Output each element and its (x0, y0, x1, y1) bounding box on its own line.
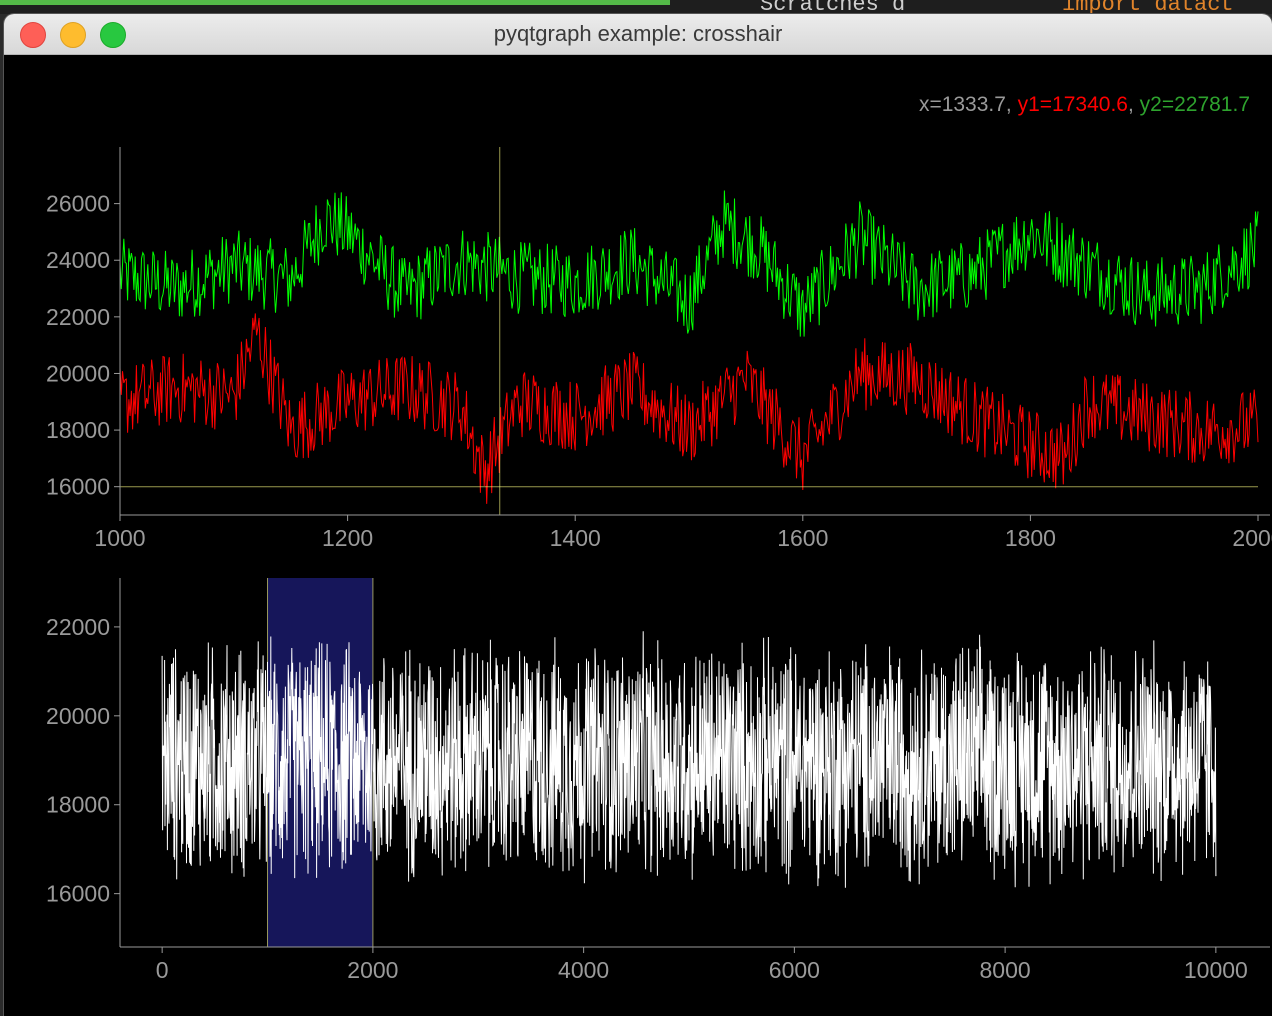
background-progress-bar (0, 0, 670, 5)
x-tick-label-1-5: 10000 (1184, 957, 1248, 983)
x-tick-label-1-0: 0 (156, 957, 169, 983)
x-tick-label-1-3: 6000 (769, 957, 820, 983)
app-window: pyqtgraph example: crosshair 1000 1200 140… (4, 14, 1272, 1016)
y-tick-label-0-4: 24000 (46, 247, 110, 273)
x-tick-label-1-4: 8000 (980, 957, 1031, 983)
title-bar[interactable]: pyqtgraph example: crosshair (4, 14, 1272, 55)
y-tick-label-0-5: 26000 (46, 191, 110, 217)
plot-area[interactable]: 1000120014001600180020001600018000200002… (4, 55, 1272, 1016)
background-tab-text: Scratches d (760, 0, 906, 14)
minimize-window-button[interactable] (60, 22, 86, 48)
crosshair-readout: x=1333.7, y1=17340.6, y2=22781.7 (919, 93, 1250, 117)
y-tick-label-0-2: 20000 (46, 360, 110, 386)
x-tick-label-0-4: 1800 (1005, 525, 1056, 551)
background-desktop: Scratches d import datact (0, 0, 1272, 14)
y-tick-label-1-3: 22000 (46, 614, 110, 640)
y-tick-label-0-3: 22000 (46, 304, 110, 330)
y-tick-label-0-1: 18000 (46, 417, 110, 443)
background-code-text: import datact (1062, 0, 1234, 14)
readout-x: x=1333.7, (918, 93, 1018, 116)
maximize-window-button[interactable] (100, 22, 126, 48)
x-tick-label-0-5: 2000 (1232, 525, 1272, 551)
x-tick-label-1-2: 4000 (558, 957, 609, 983)
y-tick-label-1-1: 18000 (46, 792, 110, 818)
readout-y2: y2=22781.7 (1139, 93, 1250, 116)
series-line-0-0 (119, 190, 1259, 337)
x-tick-label-0-2: 1400 (550, 525, 601, 551)
plots-canvas[interactable]: 1000120014001600180020001600018000200002… (4, 55, 1272, 1016)
x-tick-label-0-3: 1600 (777, 525, 828, 551)
series-line-1-0 (161, 631, 1217, 888)
readout-y1: y1=17340.6 (1017, 93, 1128, 116)
y-tick-label-0-0: 16000 (46, 474, 110, 500)
y-tick-label-1-2: 20000 (46, 703, 110, 729)
series-line-0-1 (119, 313, 1259, 504)
readout-separator: , (1127, 93, 1140, 116)
window-title: pyqtgraph example: crosshair (493, 21, 783, 46)
x-tick-label-0-1: 1200 (322, 525, 373, 551)
x-tick-label-1-1: 2000 (347, 957, 398, 983)
y-tick-label-1-0: 16000 (46, 881, 110, 907)
close-window-button[interactable] (20, 22, 46, 48)
x-tick-label-0-0: 1000 (94, 525, 145, 551)
